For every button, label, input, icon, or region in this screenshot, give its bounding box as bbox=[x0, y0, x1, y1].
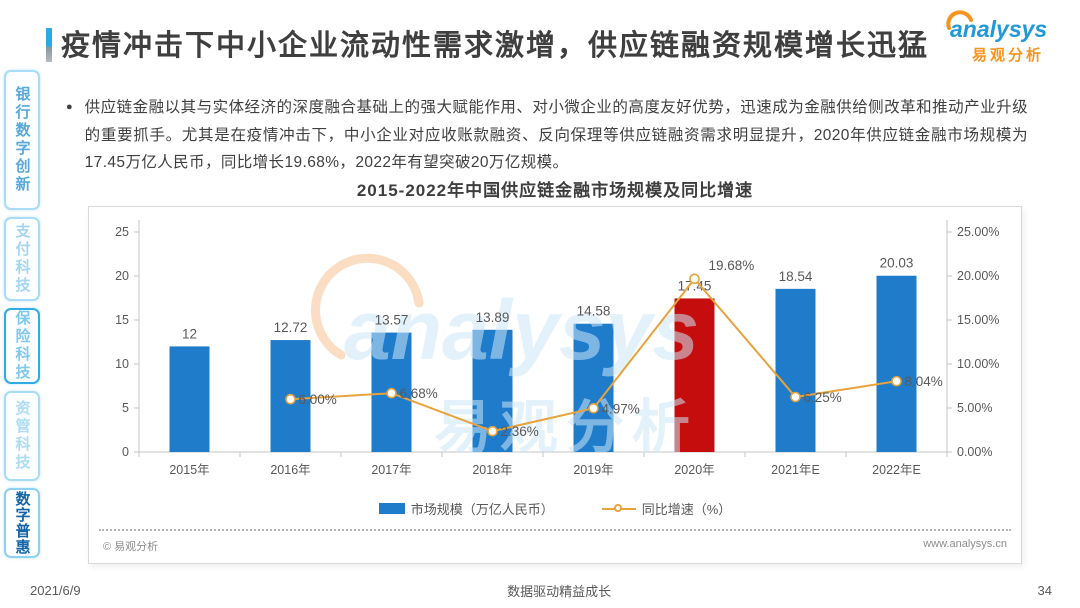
svg-text:4.97%: 4.97% bbox=[602, 401, 640, 416]
svg-text:6.25%: 6.25% bbox=[804, 390, 842, 405]
svg-text:10.00%: 10.00% bbox=[957, 357, 999, 371]
svg-text:19.68%: 19.68% bbox=[709, 258, 755, 273]
svg-text:2.36%: 2.36% bbox=[501, 424, 539, 439]
header: 疫情冲击下中小企业流动性需求激增，供应链融资规模增长迅猛 bbox=[46, 28, 929, 64]
logo-brand-row: analysys bbox=[944, 10, 1064, 42]
legend-label: 市场规模（万亿人民币） bbox=[410, 501, 554, 517]
svg-text:10: 10 bbox=[115, 357, 129, 371]
svg-text:5: 5 bbox=[122, 401, 129, 415]
svg-text:13.57: 13.57 bbox=[375, 313, 409, 328]
legend-bar-swatch-icon bbox=[378, 502, 405, 514]
sidebar-tab-2[interactable]: 支付科技 bbox=[4, 217, 40, 301]
chart-source: © 易观分析 bbox=[103, 541, 159, 553]
svg-text:20: 20 bbox=[115, 269, 129, 283]
chart-site-url: www.analysys.cn bbox=[923, 538, 1007, 550]
page-title: 疫情冲击下中小企业流动性需求激增，供应链融资规模增长迅猛 bbox=[61, 30, 930, 62]
line-series: 6.00% 6.68% 2.36% 4.97% 19.68% 6.25% 8.04% bbox=[285, 258, 943, 439]
svg-text:6.68%: 6.68% bbox=[400, 386, 438, 401]
chart-axes: 0 5 10 15 20 25 0.00% 5.00% 10.00% 15.00% 20.00% 25… bbox=[115, 220, 999, 477]
chart-card: 0 5 10 15 20 25 0.00% 5.00% 10.00% 15.00% 20.00% 25… bbox=[88, 206, 1022, 564]
footer-slogan: 数据驱动精益成长 bbox=[507, 584, 612, 599]
svg-text:25: 25 bbox=[115, 225, 129, 239]
svg-text:18.54: 18.54 bbox=[779, 269, 813, 284]
svg-text:5.00%: 5.00% bbox=[957, 401, 992, 415]
svg-text:15: 15 bbox=[115, 313, 129, 327]
legend-label: 同比增速（%） bbox=[641, 501, 732, 517]
bullet-block: ● 供应链金融以其与实体经济的深度融合基础上的强大赋能作用、对小微企业的高度友好… bbox=[66, 94, 1028, 177]
svg-text:2017年: 2017年 bbox=[371, 463, 411, 477]
sidebar-tab-5[interactable]: 数字普惠 bbox=[4, 488, 40, 558]
svg-text:2015年: 2015年 bbox=[169, 463, 209, 477]
sidebar: 银行数字创新支付科技保险科技资管科技数字普惠 bbox=[4, 70, 42, 565]
bar-2022年E bbox=[876, 275, 917, 452]
svg-text:0: 0 bbox=[122, 445, 129, 459]
footer-page-number: 34 bbox=[1037, 583, 1052, 598]
legend-item-growth-rate: 同比增速（%） bbox=[601, 499, 732, 518]
svg-text:20.00%: 20.00% bbox=[957, 269, 999, 283]
sidebar-tab-3[interactable]: 保险科技 bbox=[4, 308, 40, 384]
svg-text:25.00%: 25.00% bbox=[957, 225, 999, 239]
footer-date: 2021/6/9 bbox=[30, 583, 81, 598]
logo-swoosh-icon bbox=[946, 10, 973, 30]
logo-brand-cn: 易观分析 bbox=[972, 47, 1045, 64]
chart-title: 2015-2022年中国供应链金融市场规模及同比增速 bbox=[356, 181, 754, 200]
svg-text:12: 12 bbox=[182, 326, 197, 341]
legend-item-market-size: 市场规模（万亿人民币） bbox=[378, 499, 554, 518]
analysys-logo: analysys 易观分析 bbox=[944, 10, 1064, 65]
svg-text:14.58: 14.58 bbox=[577, 304, 611, 319]
svg-text:2020年: 2020年 bbox=[674, 463, 714, 477]
legend-line-swatch-icon bbox=[601, 503, 636, 514]
chart-card-footer: © 易观分析 www.analysys.cn bbox=[99, 529, 1011, 554]
svg-text:12.72: 12.72 bbox=[274, 320, 308, 335]
svg-text:20.03: 20.03 bbox=[880, 256, 914, 271]
logo-brand-text: analysys bbox=[950, 16, 1048, 42]
chart-svg: 0 5 10 15 20 25 0.00% 5.00% 10.00% 15.00% 20.00% 25… bbox=[115, 220, 999, 477]
bar-series bbox=[169, 275, 917, 452]
svg-text:2022年E: 2022年E bbox=[872, 463, 921, 477]
chart-legend: 市场规模（万亿人民币） 同比增速（%） bbox=[89, 495, 1021, 521]
sidebar-tab-4[interactable]: 资管科技 bbox=[4, 391, 40, 481]
svg-text:2021年E: 2021年E bbox=[771, 463, 820, 477]
svg-text:2018年: 2018年 bbox=[472, 463, 512, 477]
svg-text:2016年: 2016年 bbox=[270, 463, 310, 477]
bar-2020年 bbox=[674, 298, 715, 452]
bullet-icon: ● bbox=[66, 101, 73, 113]
bar-2015年 bbox=[169, 346, 210, 452]
sidebar-tab-1[interactable]: 银行数字创新 bbox=[4, 70, 40, 210]
svg-text:15.00%: 15.00% bbox=[957, 313, 999, 327]
bar-2019年 bbox=[573, 323, 614, 452]
bar-2021年E bbox=[775, 288, 816, 452]
svg-text:6.00%: 6.00% bbox=[299, 392, 337, 407]
svg-text:8.04%: 8.04% bbox=[905, 374, 943, 389]
title-accent-bar bbox=[46, 28, 52, 62]
svg-text:0.00%: 0.00% bbox=[957, 445, 992, 459]
svg-text:13.89: 13.89 bbox=[476, 310, 510, 325]
svg-text:2019年: 2019年 bbox=[573, 463, 613, 477]
bullet-text: 供应链金融以其与实体经济的深度融合基础上的强大赋能作用、对小微企业的高度友好优势… bbox=[84, 99, 1028, 171]
page-footer: 2021/6/9 数据驱动精益成长 34 bbox=[0, 581, 1080, 600]
